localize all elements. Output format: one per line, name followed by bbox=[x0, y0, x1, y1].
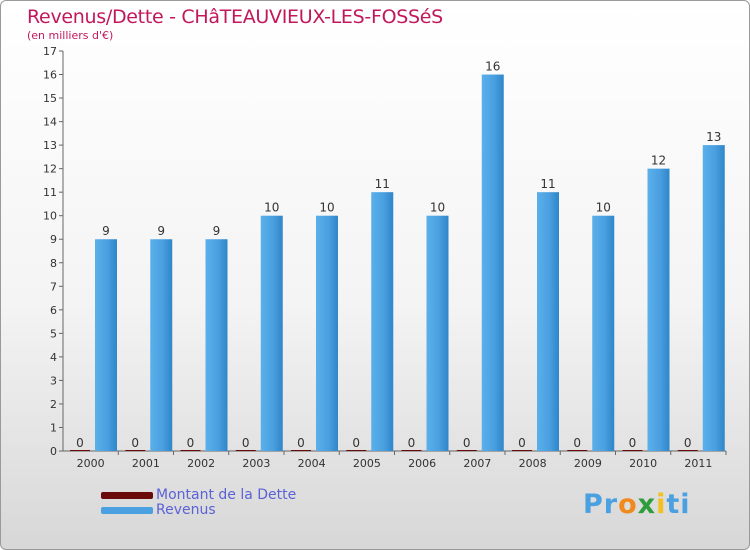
logo-letter: x bbox=[637, 489, 657, 520]
y-tick-label: 16 bbox=[43, 69, 57, 82]
data-label-dette: 0 bbox=[573, 436, 581, 450]
x-tick-label: 2004 bbox=[298, 457, 326, 470]
bar-revenus bbox=[426, 215, 449, 451]
bar-dette bbox=[291, 450, 311, 451]
logo-letter: i bbox=[656, 489, 667, 520]
x-tick-label: 2003 bbox=[242, 457, 270, 470]
legend-label-revenus: Revenus bbox=[156, 502, 216, 518]
y-tick-label: 15 bbox=[43, 92, 57, 105]
x-tick-label: 2002 bbox=[187, 457, 215, 470]
data-label-dette: 0 bbox=[684, 436, 692, 450]
x-tick-label: 2008 bbox=[519, 457, 547, 470]
y-tick-label: 1 bbox=[50, 421, 57, 434]
bar-dette bbox=[512, 450, 532, 451]
x-tick-label: 2011 bbox=[684, 457, 712, 470]
data-label-dette: 0 bbox=[518, 436, 526, 450]
bar-dette bbox=[125, 450, 146, 451]
data-label-dette: 0 bbox=[297, 436, 305, 450]
x-tick-label: 2005 bbox=[353, 457, 381, 470]
bar-dette bbox=[180, 450, 201, 451]
y-tick-label: 7 bbox=[50, 280, 57, 293]
x-tick-label: 2009 bbox=[574, 457, 602, 470]
bar-revenus bbox=[702, 145, 725, 451]
data-label-revenus: 11 bbox=[540, 177, 555, 191]
bar-revenus bbox=[316, 215, 338, 451]
bar-dette bbox=[567, 450, 588, 451]
logo-letter: o bbox=[618, 489, 638, 520]
legend-label-dette: Montant de la Dette bbox=[156, 487, 297, 503]
y-tick-label: 17 bbox=[43, 45, 57, 58]
data-label-dette: 0 bbox=[76, 436, 84, 450]
bar-revenus bbox=[592, 215, 615, 451]
y-tick-label: 6 bbox=[50, 304, 57, 317]
y-tick-label: 5 bbox=[50, 327, 57, 340]
bar-revenus bbox=[260, 215, 283, 451]
x-tick-label: 2006 bbox=[408, 457, 436, 470]
logo-letter: ti bbox=[666, 489, 691, 520]
bar-revenus bbox=[647, 168, 670, 451]
bar-revenus bbox=[150, 239, 173, 451]
x-tick-label: 2000 bbox=[77, 457, 105, 470]
data-label-dette: 0 bbox=[352, 436, 360, 450]
y-tick-label: 4 bbox=[50, 351, 57, 364]
y-tick-label: 10 bbox=[43, 210, 57, 223]
bar-revenus bbox=[481, 74, 504, 451]
y-tick-label: 14 bbox=[43, 116, 57, 129]
y-tick-label: 0 bbox=[50, 445, 57, 458]
bar-dette bbox=[70, 450, 90, 451]
data-label-revenus: 9 bbox=[213, 224, 221, 238]
data-label-revenus: 10 bbox=[264, 201, 279, 215]
chart-subtitle: (en milliers d'€) bbox=[27, 29, 114, 42]
x-tick-label: 2007 bbox=[463, 457, 491, 470]
bar-dette bbox=[235, 450, 256, 451]
proxiti-logo: Proxiti bbox=[583, 489, 691, 520]
bar-dette bbox=[401, 450, 422, 451]
data-label-revenus: 16 bbox=[485, 60, 500, 74]
data-label-dette: 0 bbox=[629, 436, 637, 450]
x-tick-label: 2001 bbox=[132, 457, 160, 470]
bar-dette bbox=[677, 450, 698, 451]
y-tick-label: 9 bbox=[50, 233, 57, 246]
data-label-revenus: 13 bbox=[706, 130, 721, 144]
data-label-dette: 0 bbox=[463, 436, 471, 450]
data-label-revenus: 11 bbox=[375, 177, 390, 191]
bar-dette bbox=[456, 450, 477, 451]
y-tick-label: 8 bbox=[50, 257, 57, 270]
y-tick-label: 2 bbox=[50, 398, 57, 411]
bar-revenus bbox=[205, 239, 228, 451]
bars bbox=[70, 74, 725, 452]
data-label-revenus: 10 bbox=[596, 201, 611, 215]
data-label-revenus: 10 bbox=[430, 201, 445, 215]
bar-dette bbox=[622, 450, 643, 451]
bar-revenus bbox=[95, 239, 117, 451]
logo-letter: Pr bbox=[583, 489, 619, 520]
data-label-dette: 0 bbox=[131, 436, 139, 450]
bar-dette bbox=[346, 450, 367, 451]
legend-swatch-revenus bbox=[101, 507, 153, 514]
legend-swatch-dette bbox=[101, 492, 153, 499]
y-tick-label: 12 bbox=[43, 163, 57, 176]
y-tick-label: 3 bbox=[50, 374, 57, 387]
data-label-revenus: 10 bbox=[319, 201, 334, 215]
bar-revenus bbox=[537, 192, 559, 452]
bar-revenus bbox=[371, 192, 394, 452]
chart-title: Revenus/Dette - CHâTEAUVIEUX-LES-FOSSéS bbox=[27, 6, 443, 28]
data-label-revenus: 12 bbox=[651, 154, 666, 168]
data-label-dette: 0 bbox=[187, 436, 195, 450]
y-tick-label: 13 bbox=[43, 139, 57, 152]
data-label-dette: 0 bbox=[242, 436, 250, 450]
data-labels: 0 9 0 9 0 9 0 10 0 10 0 11 0 10 0 16 0 11 0 10 0 12 0 13 bbox=[76, 60, 721, 450]
data-label-dette: 0 bbox=[408, 436, 416, 450]
data-label-revenus: 9 bbox=[102, 224, 110, 238]
data-label-revenus: 9 bbox=[157, 224, 165, 238]
y-tick-label: 11 bbox=[43, 186, 57, 199]
x-tick-label: 2010 bbox=[629, 457, 657, 470]
